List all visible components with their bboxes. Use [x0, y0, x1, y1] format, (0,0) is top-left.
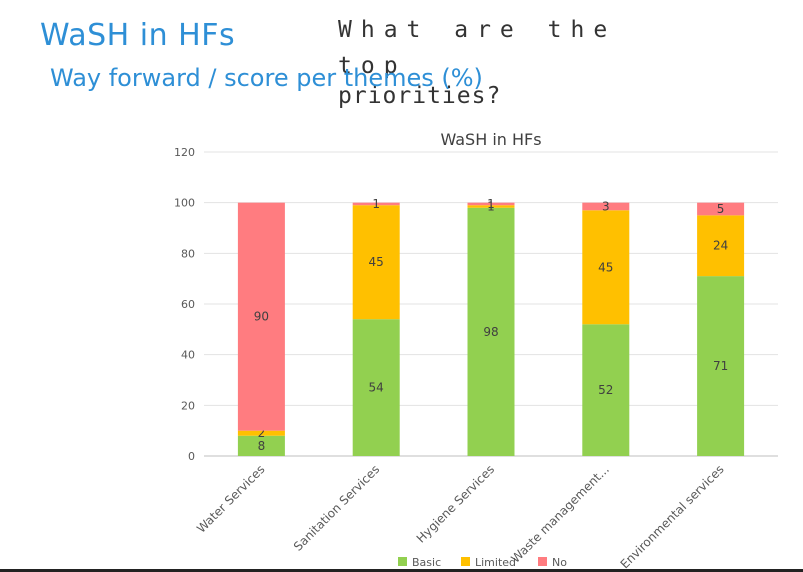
y-tick-label: 60 — [181, 298, 195, 311]
bar-segment — [582, 324, 630, 456]
x-tick-label: Sanitation Services — [291, 462, 382, 553]
y-tick-label: 20 — [181, 399, 195, 412]
slide-question: What are the top priorities? — [338, 12, 668, 114]
data-label: 1 — [487, 199, 495, 213]
legend-label: No — [552, 556, 567, 569]
bar-segment — [237, 435, 285, 456]
bar-segment — [697, 276, 745, 456]
data-label: 24 — [713, 239, 728, 253]
data-label: 2 — [258, 426, 266, 440]
y-tick-label: 40 — [181, 349, 195, 362]
bottom-rule — [0, 569, 803, 572]
bar-segment — [467, 202, 515, 206]
bar-segment — [467, 205, 515, 208]
data-label: 1 — [372, 197, 380, 211]
data-label: 54 — [369, 381, 384, 395]
y-tick-label: 0 — [188, 450, 195, 463]
legend-swatch — [398, 557, 407, 566]
legend-label: Basic — [412, 556, 441, 569]
bar-segment — [697, 215, 745, 277]
data-label: 45 — [369, 255, 384, 269]
bar-segment — [467, 207, 515, 456]
data-label: 5 — [717, 202, 725, 216]
bar-segment — [352, 205, 400, 320]
slide-subtitle: Way forward / score per themes (%) — [50, 64, 483, 92]
bar-segment — [237, 202, 285, 431]
y-tick-label: 80 — [181, 247, 195, 260]
legend-label: Limited — [475, 556, 516, 569]
data-label: 90 — [254, 310, 269, 324]
question-line-1: What are the top — [338, 17, 617, 79]
bar-segment — [237, 430, 285, 436]
data-label: 45 — [598, 260, 613, 274]
data-label: 52 — [598, 383, 613, 397]
legend-swatch — [538, 557, 547, 566]
bar-segment — [352, 202, 400, 206]
data-label: 98 — [483, 325, 498, 339]
bar-segment — [697, 202, 745, 216]
legend-swatch — [461, 557, 470, 566]
x-tick-label: Hygiene Services — [414, 462, 497, 545]
bar-segment — [352, 319, 400, 456]
x-tick-label: Water Services — [194, 462, 267, 535]
x-tick-label: Waste management... — [508, 462, 612, 566]
x-tick-label: Environmental services — [618, 462, 727, 571]
y-tick-label: 120 — [174, 146, 195, 159]
data-label: 1 — [487, 197, 495, 211]
chart-title: WaSH in HFs — [440, 130, 541, 149]
data-label: 71 — [713, 359, 728, 373]
bar-segment — [582, 210, 630, 325]
data-label: 3 — [602, 199, 610, 213]
data-label: 8 — [258, 439, 266, 453]
question-line-2: priorities? — [338, 83, 502, 109]
slide-title: WaSH in HFs — [40, 18, 236, 53]
y-tick-label: 100 — [174, 197, 195, 210]
bar-segment — [582, 202, 630, 211]
